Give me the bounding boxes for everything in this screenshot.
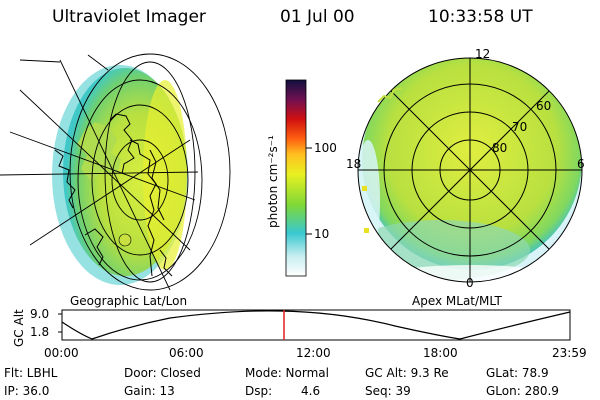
info-seq: Seq: 39 (365, 384, 411, 398)
xtick-1200: 12:00 (296, 346, 331, 360)
header-time: 10:33:58 UT (428, 7, 533, 27)
altitude-ylabel: GC Alt (12, 309, 26, 347)
info-gain: Gain: 13 (124, 384, 175, 398)
colorbar (285, 79, 312, 277)
app-title: Ultraviolet Imager (52, 7, 206, 27)
xtick-2359: 23:59 (552, 346, 587, 360)
info-dsp-value: 4.6 (301, 384, 321, 398)
info-glat: GLat: 78.9 (486, 366, 549, 380)
altitude-ytick-1-8: 1.8 (30, 325, 50, 339)
mlt-label-6: 6 (577, 157, 585, 171)
mlt-label-18: 18 (346, 157, 362, 171)
info-ip: IP: 36.0 (4, 384, 50, 398)
info-mode: Mode: Normal (245, 366, 329, 380)
mlat-label-70: 70 (512, 120, 528, 134)
altitude-curve (61, 310, 571, 340)
polar-image (357, 57, 583, 283)
geographic-image (0, 53, 231, 291)
info-door: Door: Closed (124, 366, 201, 380)
colorbar-unit-label: photon cm⁻²s⁻¹ (266, 135, 280, 228)
info-dsp-label: Dsp: (245, 384, 273, 398)
xtick-0000: 00:00 (44, 346, 79, 360)
mlt-label-12: 12 (475, 47, 491, 61)
info-glon: GLon: 280.9 (486, 384, 559, 398)
info-flt: Flt: LBHL (4, 366, 58, 380)
right-panel-caption: Apex MLat/MLT (412, 294, 502, 308)
info-gc-alt: GC Alt: 9.3 Re (365, 366, 449, 380)
left-panel-caption: Geographic Lat/Lon (70, 294, 188, 308)
mlat-label-60: 60 (536, 99, 552, 113)
colorbar-tick-10: 10 (314, 227, 330, 241)
mlat-label-80: 80 (492, 141, 508, 155)
altitude-plot (58, 309, 571, 341)
header-date: 01 Jul 00 (280, 7, 355, 27)
xtick-1800: 18:00 (423, 346, 458, 360)
mlt-label-0: 0 (466, 276, 474, 290)
colorbar-tick-100: 100 (314, 141, 337, 155)
xtick-0600: 06:00 (169, 346, 204, 360)
altitude-ytick-9: 9.0 (30, 307, 50, 321)
